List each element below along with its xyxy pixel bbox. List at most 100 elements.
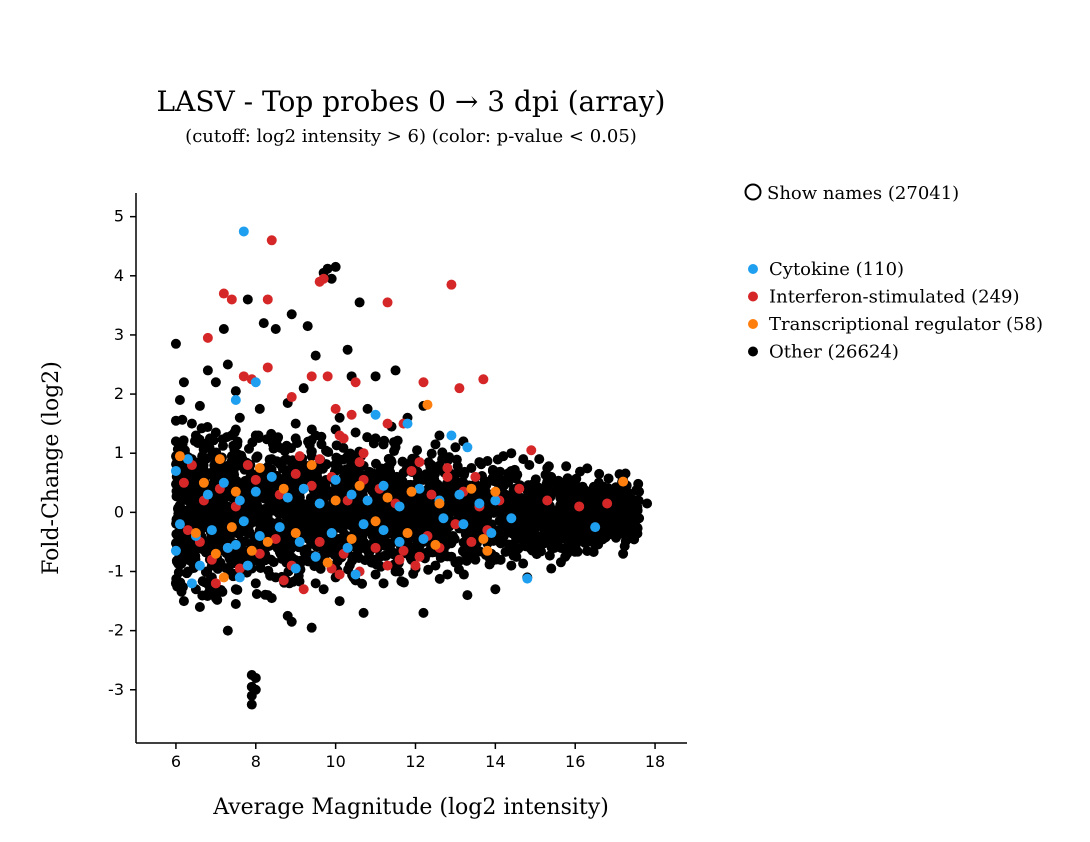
scatter-point-cytokine xyxy=(358,519,369,530)
scatter-point-other xyxy=(304,439,315,450)
scatter-point-other xyxy=(318,584,329,595)
scatter-point-other xyxy=(251,499,262,510)
scatter-point-transcriptional-regulator xyxy=(290,528,301,539)
scatter-point-interferon-stimulated xyxy=(242,460,253,471)
scatter-point-interferon-stimulated xyxy=(294,451,305,462)
scatter-point-transcriptional-regulator xyxy=(370,516,381,527)
scatter-point-other xyxy=(330,261,341,272)
scatter-point-transcriptional-regulator xyxy=(278,483,289,494)
scatter-point-other xyxy=(384,518,395,529)
scatter-point-other xyxy=(175,530,186,541)
scatter-point-interferon-stimulated xyxy=(466,536,477,547)
scatter-point-cytokine xyxy=(290,563,301,574)
scatter-point-cytokine xyxy=(282,492,293,503)
legend-item: Transcriptional regulator (58) xyxy=(748,314,1043,335)
legend-marker xyxy=(748,346,758,357)
scatter-point-cytokine xyxy=(346,489,357,500)
scatter-point-transcriptional-regulator xyxy=(230,486,241,497)
scatter-point-other xyxy=(562,548,573,559)
scatter-point-other xyxy=(298,517,309,528)
y-tick-label: 4 xyxy=(114,266,124,285)
scatter-point-other xyxy=(230,599,241,610)
scatter-point-other xyxy=(578,530,589,541)
scatter-point-other xyxy=(588,483,599,494)
scatter-point-other xyxy=(631,503,642,514)
scatter-point-other xyxy=(306,622,317,633)
scatter-point-other xyxy=(518,558,529,569)
scatter-point-cytokine xyxy=(314,498,325,509)
scatter-point-interferon-stimulated xyxy=(202,332,213,343)
scatter-point-other xyxy=(590,539,601,550)
scatter-point-other xyxy=(290,433,301,444)
scatter-point-interferon-stimulated xyxy=(382,418,393,429)
scatter-point-other xyxy=(565,520,576,531)
scatter-point-other xyxy=(234,528,245,539)
y-tick-label: 5 xyxy=(114,207,124,226)
scatter-point-other xyxy=(402,501,413,512)
scatter-point-other xyxy=(331,440,342,451)
scatter-point-other xyxy=(243,443,254,454)
scatter-point-other xyxy=(510,545,521,556)
x-tick-label: 8 xyxy=(251,752,261,771)
scatter-point-other xyxy=(310,430,321,441)
scatter-point-other xyxy=(382,510,393,521)
scatter-point-other xyxy=(188,474,199,485)
scatter-point-other xyxy=(262,590,273,601)
scatter-point-cytokine xyxy=(294,536,305,547)
scatter-point-cytokine xyxy=(378,525,389,536)
scatter-point-other xyxy=(602,482,613,493)
x-tick-label: 18 xyxy=(645,752,665,771)
y-tick-label: 3 xyxy=(114,325,124,344)
show-names-toggle[interactable]: Show names (27041) xyxy=(744,183,960,204)
scatter-point-other xyxy=(344,560,355,571)
scatter-point-cytokine xyxy=(330,474,341,485)
scatter-point-other xyxy=(542,507,553,518)
show-names-label[interactable]: Show names (27041) xyxy=(767,183,959,204)
scatter-point-other xyxy=(618,548,629,559)
legend-label: Other (26624) xyxy=(769,342,899,363)
scatter-point-other xyxy=(178,545,189,556)
scatter-point-other xyxy=(503,539,514,550)
scatter-point-other xyxy=(242,294,253,305)
scatter-point-cytokine xyxy=(362,495,373,506)
legend-marker xyxy=(748,264,758,274)
scatter-point-other xyxy=(281,467,292,478)
scatter-point-other xyxy=(170,436,181,447)
scatter-point-interferon-stimulated xyxy=(286,392,297,403)
show-names-radio-icon[interactable] xyxy=(744,183,762,201)
scatter-point-other xyxy=(542,463,553,473)
chart-title: LASV - Top probes 0 → 3 dpi (array) xyxy=(157,85,666,118)
scatter-point-other xyxy=(306,451,317,462)
scatter-point-interferon-stimulated xyxy=(210,578,221,589)
scatter-point-cytokine xyxy=(250,377,261,388)
scatter-point-other xyxy=(254,403,265,414)
scatter-point-cytokine xyxy=(462,442,473,453)
y-axis-label: Fold-Change (log2) xyxy=(39,361,64,575)
scatter-point-interferon-stimulated xyxy=(318,273,329,284)
scatter-point-other xyxy=(219,527,230,538)
scatter-point-other xyxy=(370,458,381,469)
scatter-point-other xyxy=(634,513,645,524)
scatter-point-interferon-stimulated xyxy=(298,584,309,595)
scatter-point-cytokine xyxy=(230,539,241,550)
scatter-point-other xyxy=(266,454,277,465)
scatter-point-transcriptional-regulator xyxy=(190,528,201,539)
scatter-point-other xyxy=(506,465,517,476)
scatter-point-other xyxy=(241,477,252,488)
scatter-point-other xyxy=(610,528,621,539)
scatter-point-other xyxy=(622,504,633,515)
scatter-point-other xyxy=(170,415,181,426)
scatter-point-other xyxy=(474,546,485,557)
legend-marker xyxy=(748,319,758,329)
scatter-point-interferon-stimulated xyxy=(306,480,317,491)
x-axis-label: Average Magnitude (log2 intensity) xyxy=(212,795,609,820)
scatter-point-other xyxy=(474,457,485,468)
scatter-point-other xyxy=(250,430,261,441)
scatter-point-other xyxy=(332,461,343,472)
scatter-point-cytokine xyxy=(378,480,389,491)
scatter-point-other xyxy=(550,536,561,547)
scatter-point-other xyxy=(525,525,536,536)
legend-label: Transcriptional regulator (58) xyxy=(769,314,1043,335)
scatter-point-transcriptional-regulator xyxy=(210,548,221,559)
